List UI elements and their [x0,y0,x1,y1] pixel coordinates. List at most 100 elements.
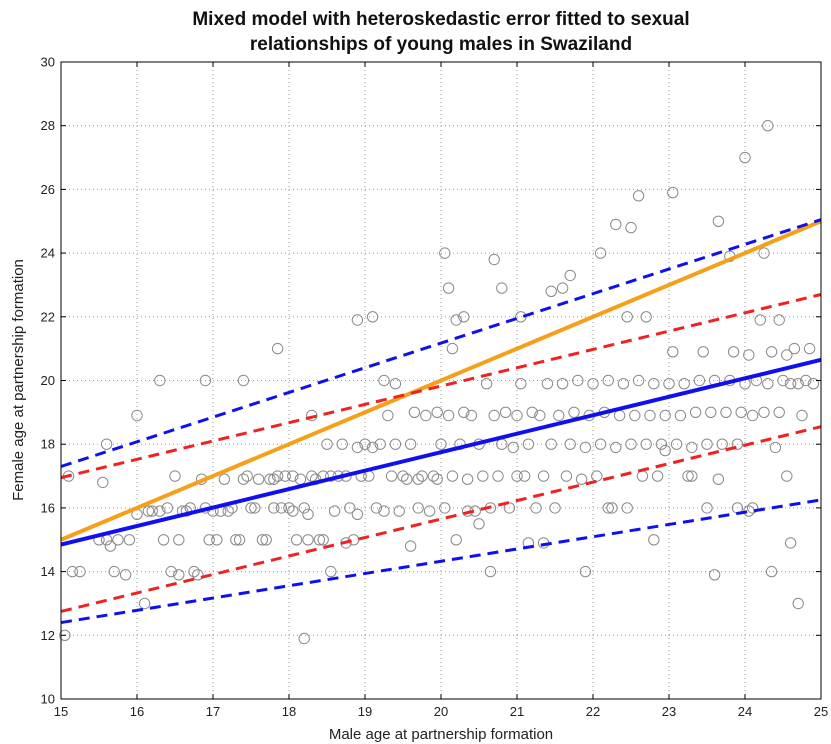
data-point [480,378,493,390]
data-point [351,508,364,520]
data-point [173,569,185,581]
data-point [526,406,538,418]
data-point [545,285,557,297]
outer-band-lower-line [60,498,822,625]
data-point [256,534,269,546]
data-point [287,505,299,517]
data-point [564,269,576,282]
data-point [610,218,622,231]
data-point [302,534,314,546]
data-point [435,438,447,450]
data-point [591,470,603,482]
data-point [522,438,535,450]
data-point [484,565,497,578]
data-point [465,409,478,422]
data-point [389,378,402,390]
data-point [701,502,713,514]
data-point [568,406,580,418]
x-tick-label: 25 [814,704,828,719]
data-point [461,473,474,485]
data-point [287,470,299,482]
data-point [233,534,246,546]
data-point [351,314,364,326]
data-point [230,534,242,546]
data-point [336,438,348,450]
x-tick-label: 16 [130,704,144,719]
data-point [283,502,295,514]
x-axis-ticks: 15 16 17 18 19 20 21 22 23 24 25 [54,62,828,719]
data-point [762,378,774,390]
data-point [412,473,424,485]
data-point [579,565,592,578]
data-point [781,470,793,482]
equality-line-line [60,219,822,542]
data-point [792,597,804,610]
data-point [735,406,747,418]
data-point [765,565,778,578]
data-point [302,508,314,520]
data-point [644,409,656,422]
data-point [378,505,390,517]
data-point [325,565,337,578]
inner-band-lower-line [60,425,822,613]
data-point [431,473,443,485]
data-point [632,374,645,387]
y-tick-label: 26 [41,182,55,197]
data-point [716,438,728,450]
data-point [496,282,508,294]
y-tick-label: 14 [41,564,55,579]
data-point [515,378,527,390]
data-point [758,247,770,259]
data-point [408,406,421,418]
data-point [693,374,706,387]
data-point [477,470,489,482]
data-point [807,378,820,390]
data-point [306,470,318,482]
data-point [602,374,614,387]
y-tick-label: 30 [41,55,55,70]
x-tick-label: 17 [206,704,220,719]
data-point [397,470,409,482]
data-point [344,502,356,514]
data-point [746,502,759,514]
data-point [727,346,740,358]
data-point [165,565,177,578]
data-point [66,565,79,578]
x-tick-label: 15 [54,704,68,719]
data-point [640,438,652,450]
data-point [154,505,166,517]
data-point [625,221,637,234]
y-tick-label: 10 [41,692,55,707]
data-point [245,502,257,514]
data-point [192,569,204,581]
data-point [154,374,166,387]
data-point [560,470,573,482]
data-point [211,534,223,546]
data-point [803,342,816,355]
y-tick-label: 24 [41,246,55,261]
data-point [739,151,751,164]
data-point [784,378,797,390]
y-tick-label: 12 [41,628,55,643]
data-point [290,534,303,546]
data-point [142,505,155,517]
data-point [351,441,364,454]
data-point [708,569,721,581]
data-point [279,470,291,482]
x-tick-label: 23 [662,704,676,719]
data-point [556,282,569,294]
data-point [264,473,276,485]
data-point [499,406,512,418]
data-point [393,505,405,517]
data-point [146,505,158,517]
data-point [317,534,329,546]
data-point [697,346,709,358]
data-point [670,438,683,450]
data-point [773,406,785,418]
data-point [138,597,151,610]
x-tick-label: 22 [586,704,600,719]
data-point [667,186,679,199]
data-point [431,406,443,418]
y-tick-label: 22 [41,309,55,324]
data-point [458,406,470,418]
